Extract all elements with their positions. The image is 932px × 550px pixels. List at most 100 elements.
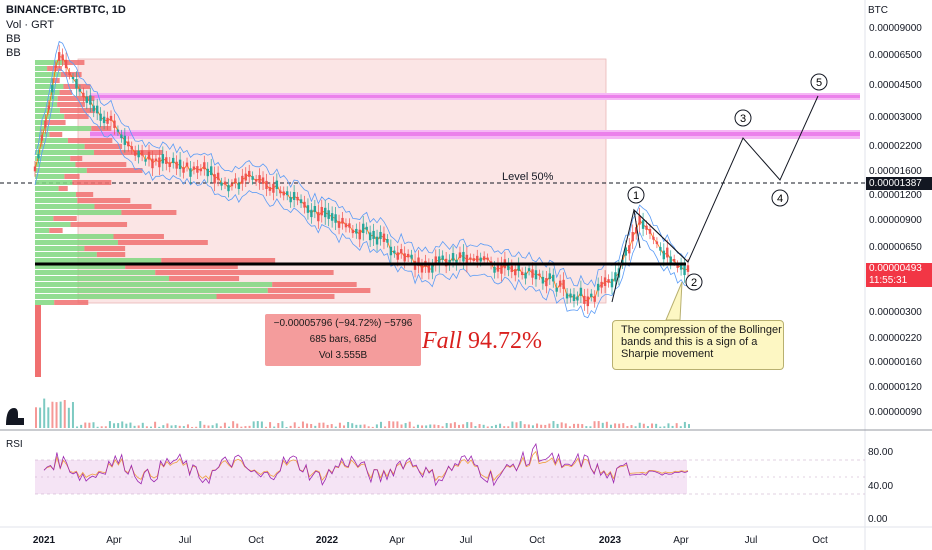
volume-bar bbox=[145, 426, 148, 428]
candle-body bbox=[265, 180, 268, 190]
measure-box[interactable] bbox=[265, 314, 421, 366]
level-50-label: Level 50% bbox=[502, 171, 554, 183]
vp-bar-down bbox=[49, 132, 63, 137]
volume-bar bbox=[445, 423, 448, 428]
candle-body bbox=[368, 232, 372, 241]
candle-body bbox=[210, 166, 213, 176]
volume-bar bbox=[601, 422, 604, 428]
vp-bar-down bbox=[161, 258, 276, 263]
volume-bar bbox=[351, 423, 354, 428]
volume-bar bbox=[252, 421, 255, 428]
vp-bar-up bbox=[35, 234, 114, 239]
rsi-label: RSI bbox=[6, 439, 23, 450]
vp-bar-up bbox=[35, 108, 60, 113]
candle-body bbox=[614, 272, 617, 282]
candle-body bbox=[99, 113, 102, 121]
price-tick: 0.00000090 bbox=[869, 407, 922, 418]
volume-bar bbox=[260, 421, 263, 428]
candle-body bbox=[469, 257, 472, 260]
price-tick: 0.00000120 bbox=[869, 382, 922, 393]
candle-body bbox=[393, 250, 396, 254]
vp-bar-down bbox=[64, 174, 80, 179]
candle-body bbox=[683, 265, 686, 276]
wave-label-3[interactable]: 3 bbox=[734, 109, 752, 127]
volume-bar bbox=[651, 423, 654, 428]
volume-bar bbox=[113, 423, 116, 428]
wave-label-4[interactable]: 4 bbox=[771, 189, 789, 207]
bb-indicator-label-1[interactable]: BB bbox=[6, 33, 21, 45]
volume-bar bbox=[663, 426, 666, 428]
time-tick: 2022 bbox=[316, 535, 339, 546]
time-tick: Jul bbox=[745, 535, 758, 546]
note-callout[interactable]: The compression of the Bollinger bands a… bbox=[612, 320, 784, 370]
resistance-zone-lower-core bbox=[90, 132, 860, 136]
symbol-title[interactable]: BINANCE:GRTBTC, 1D bbox=[6, 4, 126, 16]
candle-body bbox=[44, 120, 47, 128]
volume-bar bbox=[548, 423, 551, 428]
candle-body bbox=[227, 184, 230, 192]
volume-bar bbox=[552, 421, 555, 428]
candle-body bbox=[33, 166, 37, 172]
price-axis[interactable]: BTC 0.00009000 0.00006500 0.00004500 0.0000… bbox=[868, 5, 922, 418]
candle-body bbox=[244, 173, 247, 181]
volume-bar bbox=[219, 426, 222, 428]
time-tick: Apr bbox=[106, 535, 122, 546]
resistance-zone-upper-core bbox=[90, 95, 860, 98]
volume-bar bbox=[306, 423, 309, 428]
candle-body bbox=[89, 95, 92, 105]
candle-body bbox=[486, 257, 489, 260]
volume-bar bbox=[277, 423, 280, 428]
time-tick: Oct bbox=[248, 535, 264, 546]
vp-bar-up bbox=[35, 228, 50, 233]
vp-bar-up bbox=[35, 288, 268, 293]
volume-bar bbox=[269, 422, 272, 428]
volume-bar bbox=[458, 424, 461, 428]
candle-body bbox=[610, 278, 614, 288]
wave-label-2[interactable]: 2 bbox=[685, 273, 703, 291]
volume-bar bbox=[581, 424, 584, 428]
fall-annotation[interactable]: Fall 94.72% bbox=[422, 328, 542, 355]
price-tick: 0.00000900 bbox=[869, 215, 922, 226]
volume-bar bbox=[659, 426, 662, 428]
candle-body bbox=[548, 273, 551, 280]
volume-bar bbox=[593, 421, 596, 428]
volume-bar bbox=[478, 424, 481, 428]
volume-bar bbox=[100, 426, 103, 428]
candle-body bbox=[520, 271, 524, 276]
vp-bar-down bbox=[58, 186, 68, 191]
candle-body bbox=[272, 183, 275, 193]
time-axis[interactable]: 2021 Apr Jul Oct 2022 Apr Jul Oct 2023 Apr Jul Oct bbox=[33, 535, 828, 546]
vp-bar-down bbox=[117, 240, 208, 245]
wave-label-1[interactable]: 1 bbox=[627, 186, 645, 204]
candle-body bbox=[203, 162, 206, 170]
price-tick: 0.00003000 bbox=[869, 112, 922, 123]
candle-body bbox=[365, 226, 368, 230]
wave-label-5[interactable]: 5 bbox=[810, 73, 828, 91]
wave-projection[interactable] bbox=[611, 95, 819, 303]
volume-bar bbox=[137, 425, 140, 428]
volume-bar bbox=[675, 423, 678, 428]
time-tick: Jul bbox=[179, 535, 192, 546]
volume-bar bbox=[425, 425, 428, 428]
bb-indicator-label-2[interactable]: BB bbox=[6, 47, 21, 59]
candle-body bbox=[268, 187, 272, 191]
volume-bar bbox=[199, 421, 202, 428]
vp-bar-up bbox=[35, 66, 48, 71]
vp-bar-up bbox=[35, 84, 64, 89]
vp-bar-up bbox=[35, 282, 273, 287]
vp-bar-down bbox=[86, 168, 143, 173]
candle-body bbox=[130, 146, 133, 150]
volume-bar bbox=[338, 422, 341, 428]
volume-bar bbox=[515, 422, 518, 428]
candle-body bbox=[234, 178, 237, 184]
volume-bar bbox=[121, 421, 124, 428]
volume-bar bbox=[536, 423, 539, 428]
candle-body bbox=[541, 276, 545, 284]
vp-bar-up bbox=[35, 300, 55, 305]
candle-body bbox=[71, 77, 75, 80]
candle-body bbox=[327, 210, 330, 219]
volume-bar bbox=[195, 426, 198, 428]
volume-indicator-label[interactable]: Vol · GRT bbox=[6, 19, 55, 31]
candle-body bbox=[241, 175, 244, 184]
